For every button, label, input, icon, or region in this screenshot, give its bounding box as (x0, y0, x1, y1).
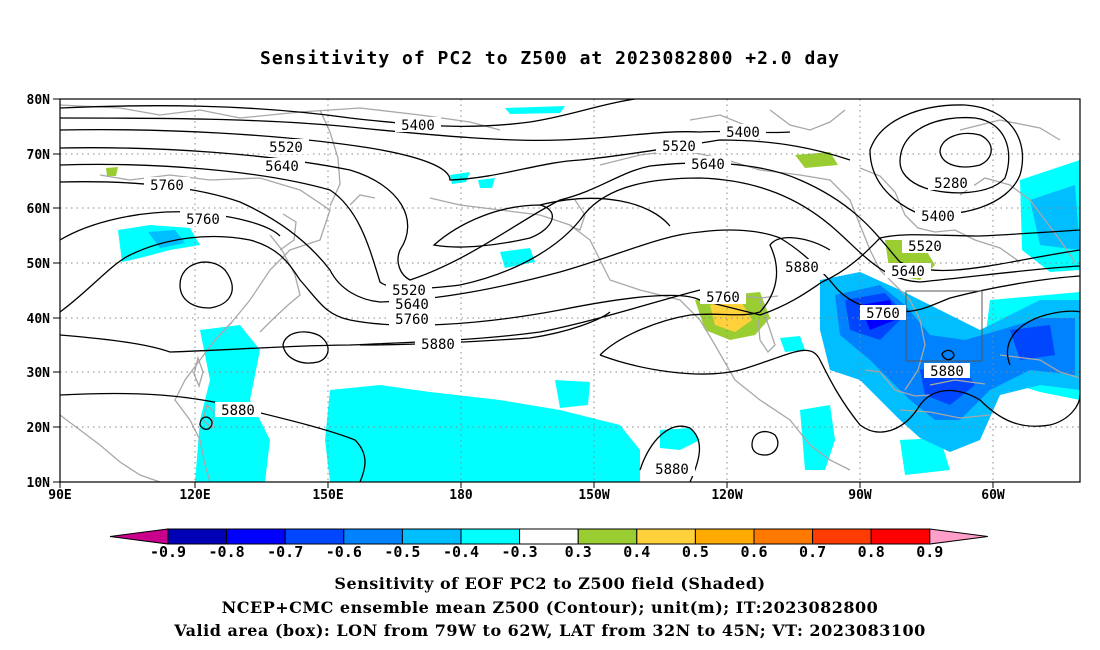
contour-labels: 5400 5520 5640 5760 5760 5520 5640 5760 … (144, 117, 974, 478)
contour-label: 5520 (908, 239, 942, 255)
contour-label: 5760 (186, 212, 220, 228)
contour-label: 5640 (395, 297, 429, 313)
coastlines (60, 104, 1080, 482)
lat-label: 20N (27, 421, 51, 436)
colorbar-label: 0.6 (740, 543, 767, 561)
colorbar-box (694, 528, 755, 545)
lon-label: 180 (449, 488, 473, 503)
contour-label: 5760 (866, 306, 900, 322)
contour-label: 5880 (221, 403, 255, 419)
latitude-labels: 80N 70N 60N 50N 40N 30N 20N 10N (27, 93, 51, 491)
lat-label: 10N (27, 476, 51, 491)
contour-label: 5880 (421, 337, 455, 353)
longitude-labels: 90E 120E 150E 180 150W 120W 90W 60W (48, 488, 1005, 503)
colorbar-box (870, 528, 931, 545)
valid-area-box (905, 290, 983, 362)
colorbar-box (460, 528, 521, 545)
contour-label: 5520 (662, 139, 696, 155)
lon-label: 90E (48, 488, 71, 503)
lat-label: 60N (27, 202, 51, 217)
colorbar-label: -0.8 (209, 543, 245, 561)
contour-label: 5640 (265, 159, 299, 175)
axis-ticks (53, 98, 994, 488)
colorbar-box (343, 528, 403, 545)
contour-label: 5400 (401, 118, 435, 134)
caption-contour: NCEP+CMC ensemble mean Z500 (Contour); u… (221, 598, 879, 617)
contour-label: 5760 (395, 312, 429, 328)
lon-label: 120E (179, 488, 210, 503)
caption-shaded: Sensitivity of EOF PC2 to Z500 field (Sh… (334, 574, 766, 593)
contour-label: 5280 (934, 176, 968, 192)
graticule (60, 99, 1080, 482)
contour-label: 5400 (726, 125, 760, 141)
colorbar-label: 0.8 (858, 543, 885, 561)
contour-label: 5880 (930, 364, 964, 380)
colorbar-arrow-low (109, 528, 169, 545)
lon-label: 120W (711, 488, 742, 503)
contour-label: 5520 (392, 283, 426, 299)
contour-label: 5760 (706, 290, 740, 306)
colorbar-label: 0.7 (799, 543, 826, 561)
lon-label: 150W (578, 488, 609, 503)
lat-label: 80N (27, 93, 51, 108)
lat-label: 70N (27, 148, 51, 163)
colorbar-label: -0.9 (150, 543, 186, 561)
map-title: Sensitivity of PC2 to Z500 at 2023082800… (259, 48, 840, 69)
contour-label: 5520 (269, 140, 303, 156)
colorbar-label: -0.6 (326, 543, 362, 561)
colorbar-label: 0.4 (623, 543, 650, 561)
contour-label: 5880 (655, 462, 689, 478)
lon-label: 150E (312, 488, 343, 503)
colorbar-label: 0.9 (916, 543, 943, 561)
colorbar-box (167, 528, 228, 545)
contour-label: 5400 (921, 209, 955, 225)
lat-label: 50N (27, 257, 51, 272)
shaded-sensitivity-field (106, 106, 1080, 482)
colorbar-label: -0.3 (502, 543, 538, 561)
colorbar-label: 0.5 (682, 543, 709, 561)
colorbar-label: -0.5 (384, 543, 420, 561)
colorbar-arrow-high (929, 528, 988, 545)
colorbar-box (519, 528, 579, 545)
z500-contours (60, 99, 1080, 482)
lat-label: 40N (27, 312, 51, 327)
colorbar-box (577, 528, 638, 545)
colorbar-label: -0.4 (443, 543, 479, 561)
caption-valid-area: Valid area (box): LON from 79W to 62W, L… (174, 621, 926, 640)
colorbar-label: -0.7 (267, 543, 303, 561)
lat-label: 30N (27, 366, 51, 381)
colorbar-box (636, 528, 696, 545)
lon-label: 60W (981, 488, 1005, 503)
contour-label: 5880 (785, 260, 819, 276)
colorbar (109, 528, 988, 545)
colorbar-labels: -0.9 -0.8 -0.7 -0.6 -0.5 -0.4 -0.3 0.3 0.4 0.5 0.6… (150, 543, 943, 561)
contour-label: 5640 (691, 157, 725, 173)
contour-label: 5640 (891, 264, 925, 280)
colorbar-label: 0.3 (565, 543, 592, 561)
contour-label: 5760 (150, 178, 184, 194)
lon-label: 90W (848, 488, 872, 503)
colorbar-box (753, 528, 814, 545)
colorbar-box (812, 528, 872, 545)
colorbar-box (284, 528, 345, 545)
map-frame (59, 98, 1081, 483)
colorbar-box (226, 528, 286, 545)
colorbar-box (401, 528, 462, 545)
